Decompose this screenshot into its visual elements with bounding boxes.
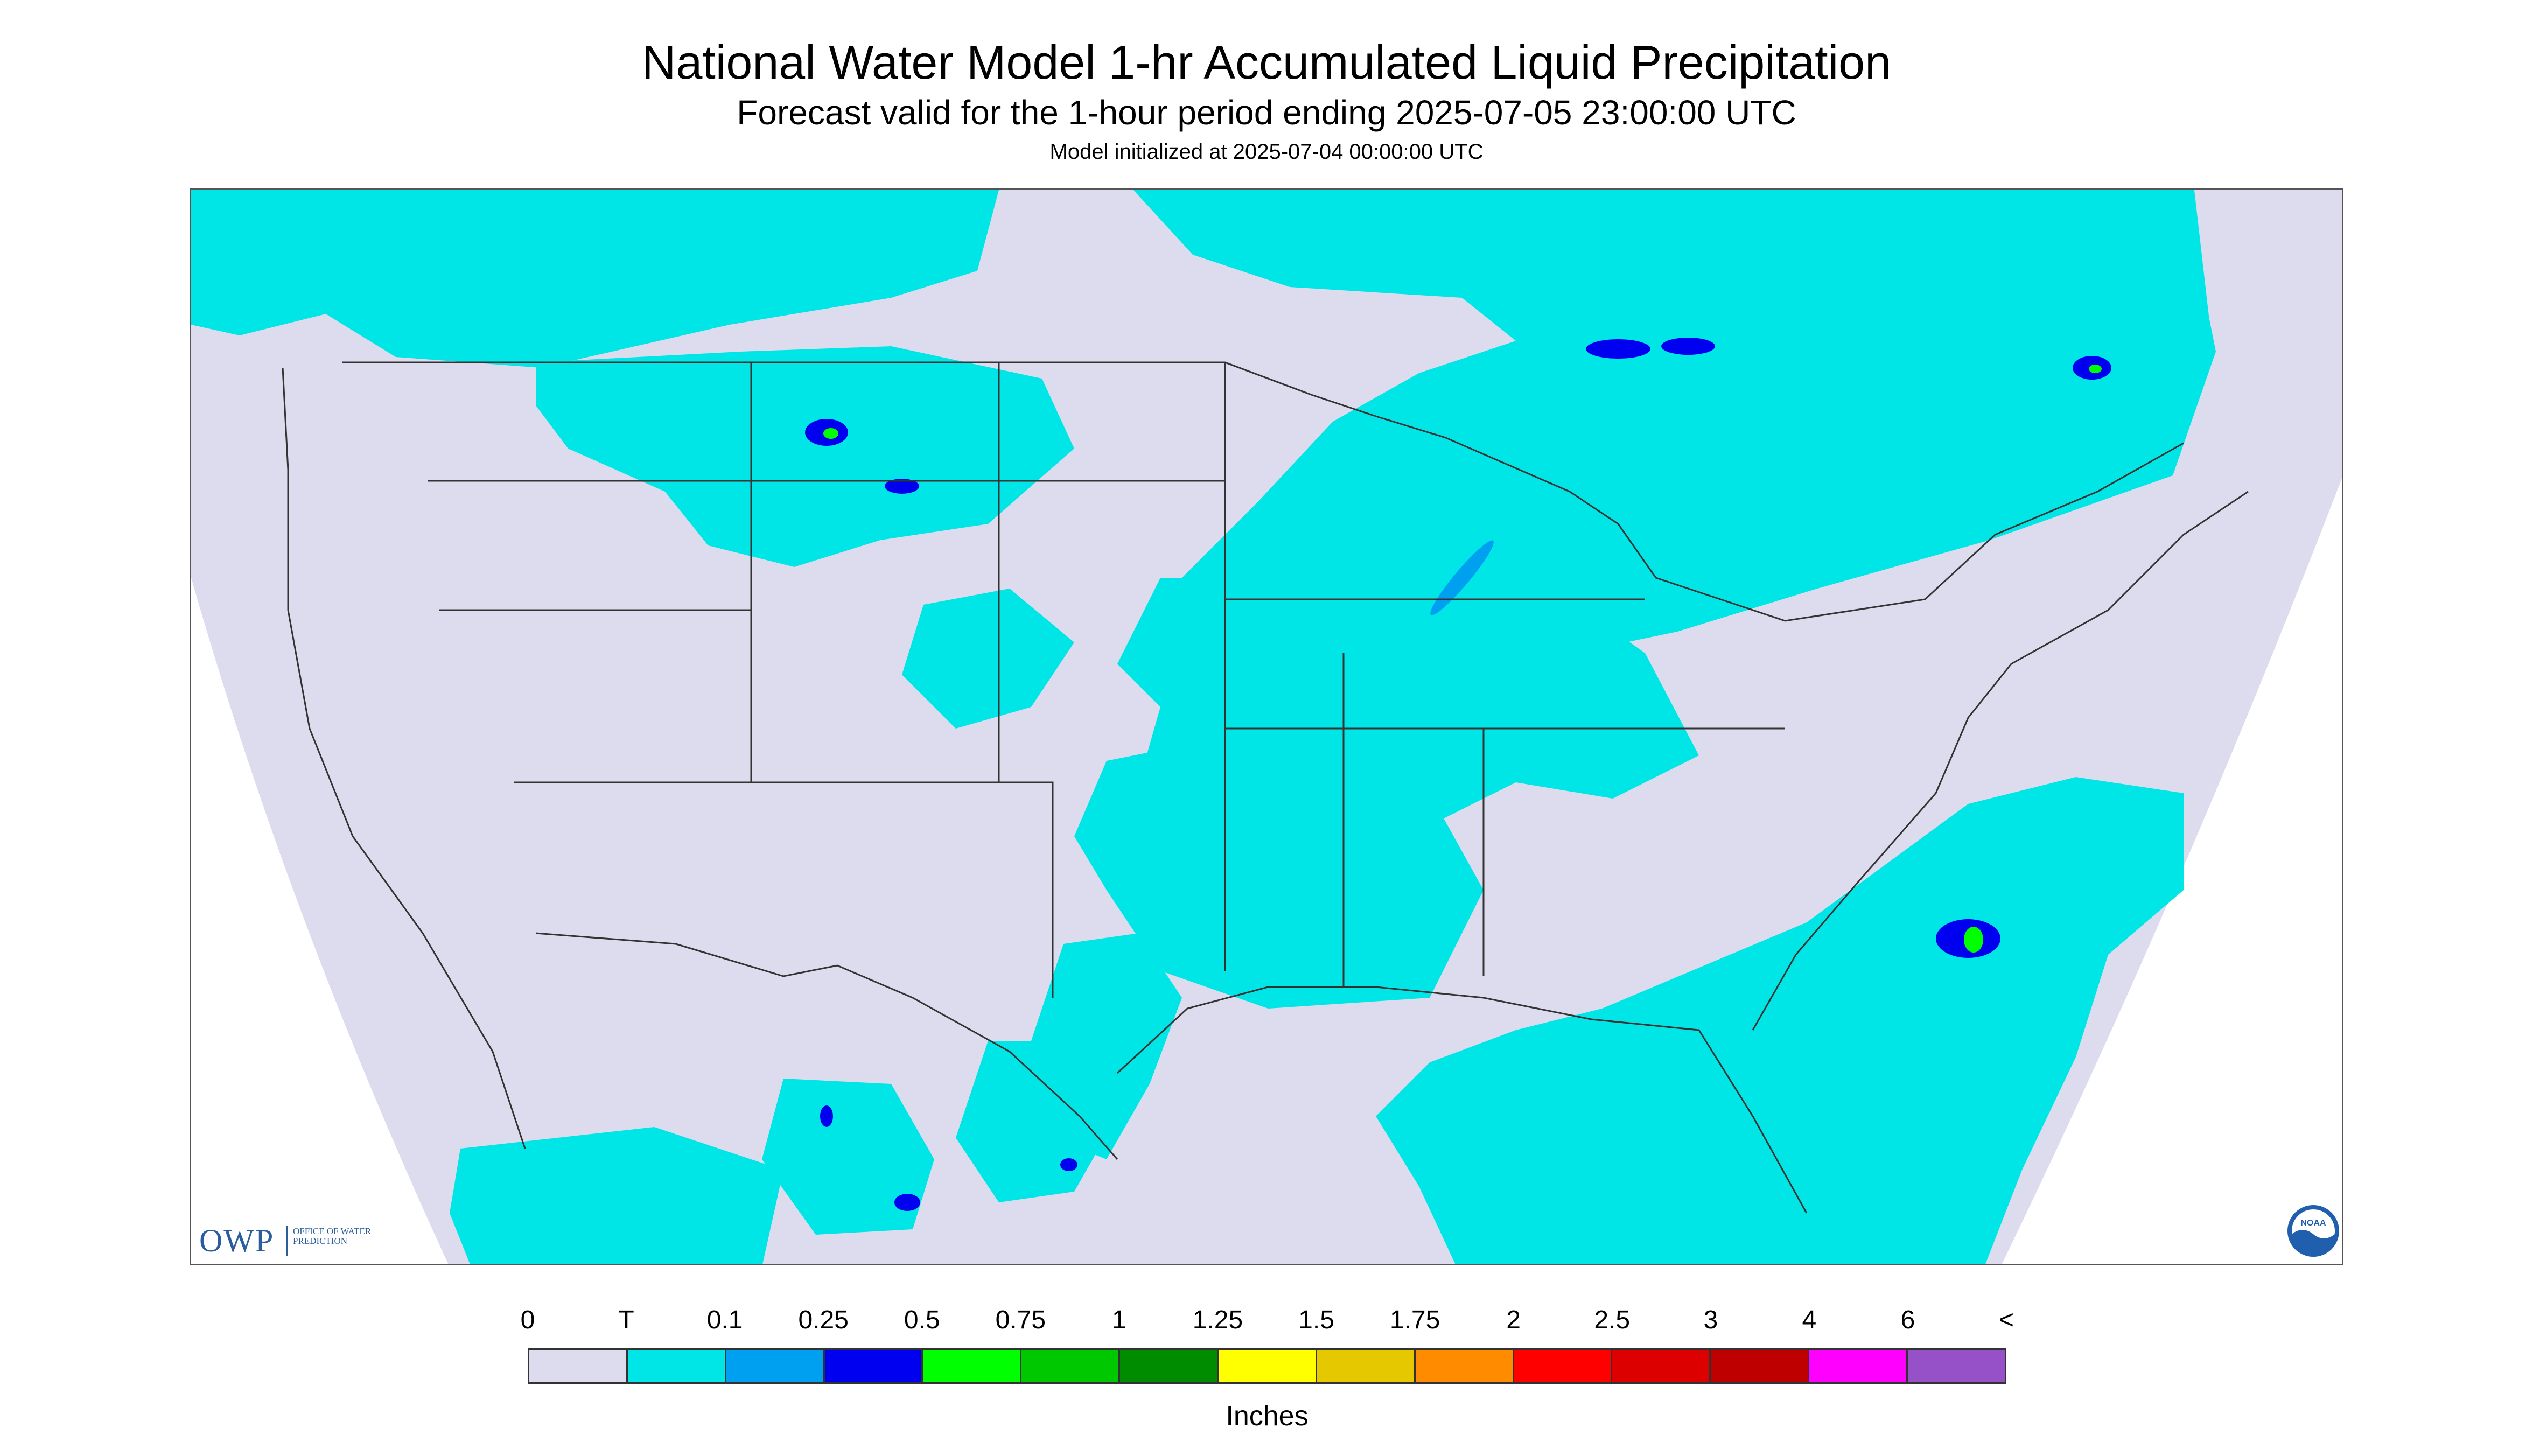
legend-swatch	[1021, 1350, 1121, 1382]
precip-area-pacific-sw	[450, 1127, 783, 1264]
state-line-2	[750, 362, 1226, 971]
legend-swatch	[1612, 1350, 1711, 1382]
legend-swatch	[1317, 1350, 1416, 1382]
precip-area-pacific-nw	[191, 190, 999, 368]
mexico-border	[535, 932, 1118, 1160]
us-canada-border	[342, 361, 2184, 622]
gulf-coast-outline	[1116, 986, 1808, 1214]
precip-area-mexico-west	[762, 1079, 934, 1235]
owp-logo-mark: OWP	[199, 1223, 275, 1258]
political-boundaries	[282, 361, 2249, 1214]
heavy-cell-superior	[1586, 339, 1650, 359]
legend-swatch	[1120, 1350, 1219, 1382]
legend-swatch	[529, 1350, 628, 1382]
legend-swatch	[1514, 1350, 1613, 1382]
legend-tick-label: 1.75	[1389, 1306, 1440, 1334]
heavy-cell-quebec-core	[2089, 365, 2102, 373]
legend-tick-label: 3	[1703, 1306, 1718, 1334]
legend-tick-label: 0.5	[904, 1306, 940, 1334]
west-coast-outline	[282, 367, 526, 1149]
precip-area-plains	[902, 589, 1074, 729]
precip-area-northeast-canada	[1817, 190, 2210, 492]
owp-logo-text: OFFICE OF WATER PREDICTION	[293, 1226, 372, 1246]
state-line-3	[428, 480, 1345, 987]
precipitation-map	[190, 188, 2343, 1265]
svg-text:NOAA: NOAA	[2300, 1219, 2326, 1228]
legend-swatch	[726, 1350, 825, 1382]
heavy-cell-mexico-2	[820, 1105, 833, 1127]
legend-swatch	[923, 1350, 1022, 1382]
legend-swatch	[1415, 1350, 1514, 1382]
state-line-4	[1225, 598, 1785, 976]
legend-tick-label: T	[618, 1306, 634, 1334]
legend-swatch	[1908, 1350, 2005, 1382]
precip-area-south-central	[1074, 729, 1484, 1009]
legend-tick-label: 0.25	[798, 1306, 849, 1334]
owp-logo: OWP OFFICE OF WATER PREDICTION	[199, 1223, 377, 1258]
legend-unit-label: Inches	[1226, 1401, 1309, 1432]
atlantic-coast-outline	[1752, 491, 2249, 1031]
precip-area-southeast-atlantic	[1376, 777, 2184, 1264]
heavy-cell-texas	[1060, 1158, 1077, 1171]
legend-tick-label: 0.1	[706, 1306, 743, 1334]
heavy-precip-cells	[805, 338, 2111, 1211]
legend-tick-label: 1.5	[1298, 1306, 1334, 1334]
trace-precip-areas	[191, 190, 2216, 1264]
legend-swatch	[1711, 1350, 1810, 1382]
heavy-cell-mexico	[894, 1194, 920, 1211]
model-init-time: Model initialized at 2025-07-04 00:00:00…	[1049, 140, 1484, 164]
heavy-cell-superior-2	[1661, 338, 1715, 355]
heavy-cell-dakota-2	[885, 479, 919, 494]
map-title: National Water Model 1-hr Accumulated Li…	[641, 36, 1892, 89]
heavy-cell-lake-michigan	[1430, 540, 1494, 615]
noaa-logo: NOAA	[2286, 1204, 2340, 1258]
heavy-cell-atlantic-core	[1964, 927, 1983, 953]
legend-tick-label: 2	[1506, 1306, 1521, 1334]
map-subtitle: Forecast valid for the 1-hour period end…	[737, 93, 1796, 132]
legend-tick-label: 0	[520, 1306, 535, 1334]
heavy-cell-dakota-core	[823, 428, 838, 439]
legend-labels: 0 T 0.1 0.25 0.5 0.75 1 1.25 1.5 1.75 2 2.5 3 4 6 <	[521, 1305, 2014, 1338]
precip-area-mexico-east	[956, 1041, 1117, 1202]
legend-swatch	[627, 1350, 726, 1382]
legend-swatch	[1219, 1350, 1317, 1382]
noaa-emblem-icon: NOAA	[2287, 1205, 2339, 1257]
legend-tick-label: 1	[1112, 1306, 1126, 1334]
legend-tick-label: <	[1998, 1306, 2014, 1334]
precip-area-montana-dakotas	[536, 346, 1074, 567]
precip-legend: 0 T 0.1 0.25 0.5 0.75 1 1.25 1.5 1.75 2 2.5 3 4 6 < Inc…	[521, 1292, 2014, 1454]
legend-color-bar	[528, 1348, 2006, 1384]
legend-swatch	[1809, 1350, 1908, 1382]
legend-tick-label: 2.5	[1594, 1306, 1631, 1334]
legend-tick-label: 4	[1802, 1306, 1817, 1334]
map-canvas	[191, 190, 2342, 1264]
legend-tick-label: 0.75	[995, 1306, 1046, 1334]
legend-tick-label: 1.25	[1192, 1306, 1243, 1334]
legend-swatch	[824, 1350, 923, 1382]
legend-tick-label: 6	[1900, 1306, 1915, 1334]
owp-logo-separator	[286, 1226, 288, 1256]
